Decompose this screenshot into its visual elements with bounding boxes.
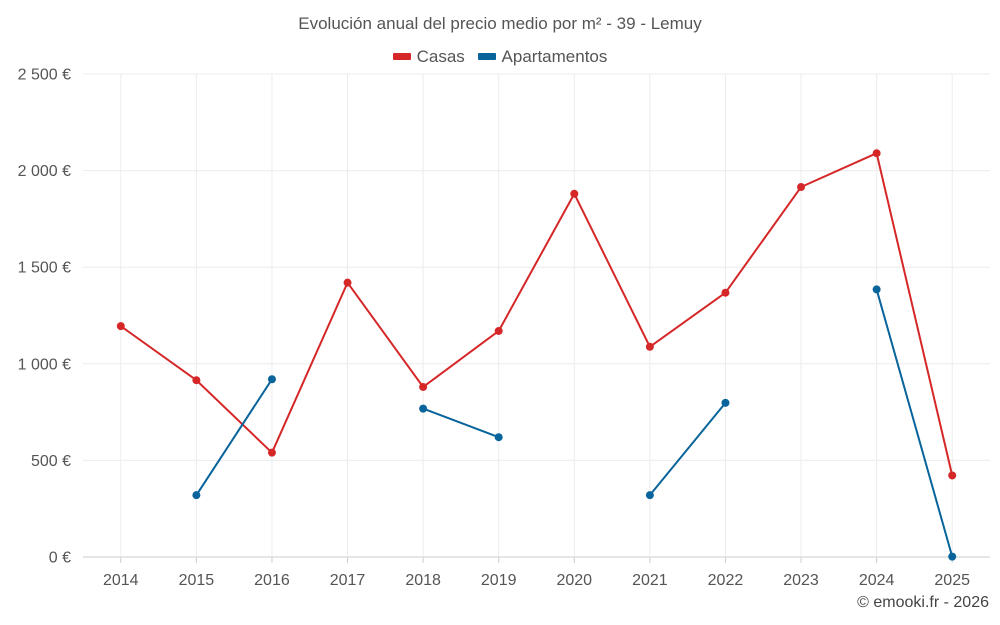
data-point-casas: [419, 382, 428, 391]
y-tick-label: 2 500 €: [18, 67, 71, 84]
x-tick-label: 2023: [783, 572, 819, 589]
legend-swatch-apartamentos: [477, 53, 496, 60]
data-point-apartamentos: [721, 398, 730, 407]
data-point-casas: [721, 288, 730, 297]
x-tick-label: 2022: [708, 572, 744, 589]
data-point-casas: [872, 149, 881, 158]
series-line-apartamentos: [195, 378, 273, 496]
x-tick-label: 2019: [481, 572, 517, 589]
data-point-apartamentos: [645, 491, 654, 500]
x-tick-label: 2024: [859, 572, 895, 589]
x-tick-label: 2020: [556, 572, 592, 589]
series-line-apartamentos: [422, 407, 500, 439]
series-line-casas: [120, 152, 954, 476]
data-point-apartamentos: [192, 491, 201, 500]
x-tick-label: 2021: [632, 572, 668, 589]
data-point-casas: [494, 326, 503, 335]
x-tick-label: 2014: [103, 572, 139, 589]
data-point-casas: [343, 278, 352, 287]
x-tick-label: 2015: [179, 572, 215, 589]
data-point-casas: [267, 448, 276, 457]
y-tick-label: 1 000 €: [18, 356, 71, 373]
data-point-casas: [192, 376, 201, 385]
data-point-casas: [570, 189, 579, 198]
x-tick-label: 2018: [405, 572, 441, 589]
data-point-apartamentos: [419, 404, 428, 413]
legend-label-apartamentos: Apartamentos: [501, 46, 608, 66]
y-tick-label: 500 €: [31, 453, 71, 470]
legend-item-casas[interactable]: Casas: [392, 46, 465, 67]
data-point-casas: [116, 322, 125, 331]
data-point-apartamentos: [948, 552, 957, 561]
y-tick-label: 1 500 €: [18, 260, 71, 277]
data-point-casas: [645, 342, 654, 351]
legend: Casas Apartamentos: [0, 45, 1000, 67]
x-tick-label: 2025: [934, 572, 970, 589]
data-point-casas: [797, 183, 806, 192]
series-line-apartamentos: [649, 402, 727, 496]
series-line-apartamentos: [875, 289, 954, 557]
legend-swatch-casas: [392, 53, 411, 60]
legend-item-apartamentos[interactable]: Apartamentos: [477, 46, 608, 67]
data-point-casas: [948, 471, 957, 480]
data-point-apartamentos: [494, 433, 503, 442]
x-tick-label: 2017: [330, 572, 366, 589]
legend-label-casas: Casas: [416, 46, 465, 66]
data-point-apartamentos: [267, 375, 276, 384]
y-tick-label: 2 000 €: [18, 163, 71, 180]
data-point-apartamentos: [872, 285, 881, 294]
credit-text: © emooki.fr - 2026: [857, 594, 989, 611]
x-tick-label: 2016: [254, 572, 290, 589]
chart-title: Evolución anual del precio medio por m² …: [298, 14, 702, 33]
y-tick-label: 0 €: [49, 550, 71, 567]
